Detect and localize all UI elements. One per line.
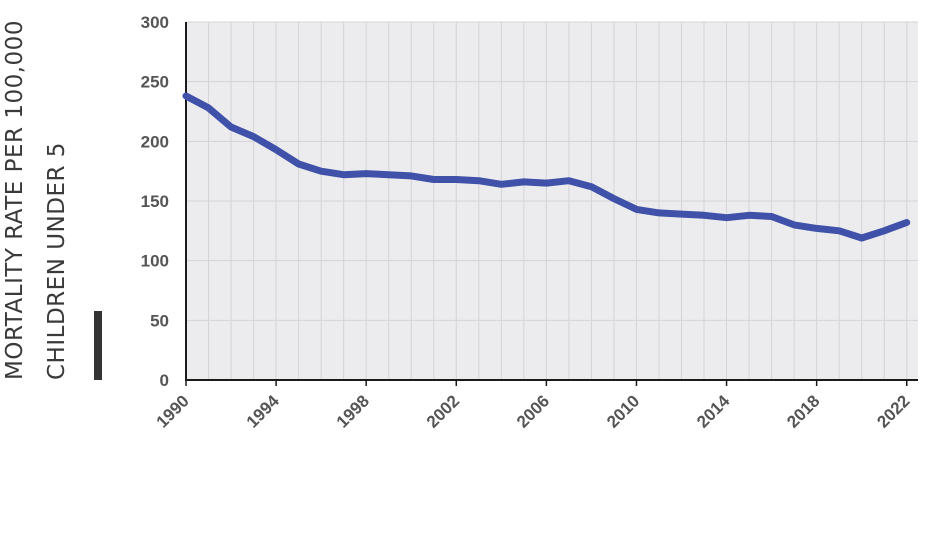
x-tick-label: 1998: [333, 391, 373, 431]
x-tick-label: 2002: [423, 391, 463, 431]
y-axis-label-line-2: CHILDREN UNDER 5: [44, 142, 70, 380]
y-tick-label: 250: [141, 73, 169, 92]
x-tick-label: 2010: [603, 391, 643, 431]
x-tick-label: 1994: [243, 391, 284, 432]
y-tick-label: 200: [141, 132, 169, 151]
x-tick-label: 1990: [153, 391, 193, 431]
series-line: [182, 92, 911, 242]
x-tick-label: 2022: [873, 391, 913, 431]
y-tick-label: 0: [160, 371, 169, 390]
y-tick-label: 50: [150, 311, 169, 330]
x-tick-label: 2014: [693, 391, 734, 432]
y-axis-label-accent-bar: [94, 311, 102, 380]
y-axis-label-line-1: MORTALITY RATE PER 100,000: [2, 20, 28, 380]
y-tick-label: 300: [141, 13, 169, 32]
x-tick-label: 2006: [513, 391, 553, 431]
y-tick-label: 150: [141, 192, 169, 211]
x-tick-label: 2018: [783, 391, 823, 431]
y-tick-label: 100: [141, 252, 169, 271]
